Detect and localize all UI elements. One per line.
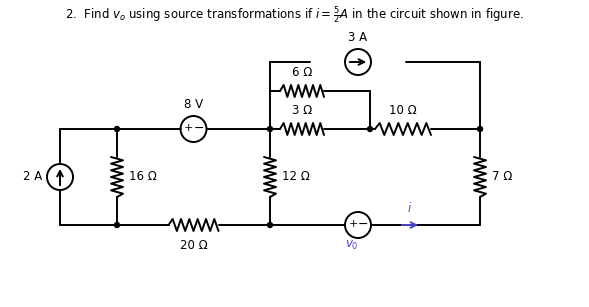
Text: 16 Ω: 16 Ω — [129, 170, 157, 184]
Circle shape — [267, 126, 273, 131]
Text: 2 A: 2 A — [23, 170, 42, 184]
Text: 7 Ω: 7 Ω — [492, 170, 512, 184]
Text: 10 Ω: 10 Ω — [389, 104, 417, 117]
Text: +: + — [348, 219, 358, 229]
Text: 12 Ω: 12 Ω — [282, 170, 310, 184]
Text: −: − — [193, 122, 204, 134]
Text: −: − — [358, 217, 368, 231]
Circle shape — [267, 223, 273, 227]
Circle shape — [478, 126, 482, 131]
Text: $i$: $i$ — [408, 201, 413, 215]
Text: +: + — [184, 123, 193, 133]
Circle shape — [114, 126, 120, 131]
Circle shape — [114, 223, 120, 227]
Circle shape — [368, 126, 372, 131]
Text: $v_0$: $v_0$ — [345, 239, 359, 252]
Text: 3 A: 3 A — [349, 31, 368, 44]
Text: 2.  Find $v_o$ using source transformations if $i = \frac{5}{2}A$ in the circuit: 2. Find $v_o$ using source transformatio… — [65, 4, 524, 26]
Text: 3 Ω: 3 Ω — [292, 104, 312, 117]
Text: 8 V: 8 V — [184, 98, 203, 111]
Text: 6 Ω: 6 Ω — [292, 66, 312, 79]
Text: 20 Ω: 20 Ω — [180, 239, 207, 252]
